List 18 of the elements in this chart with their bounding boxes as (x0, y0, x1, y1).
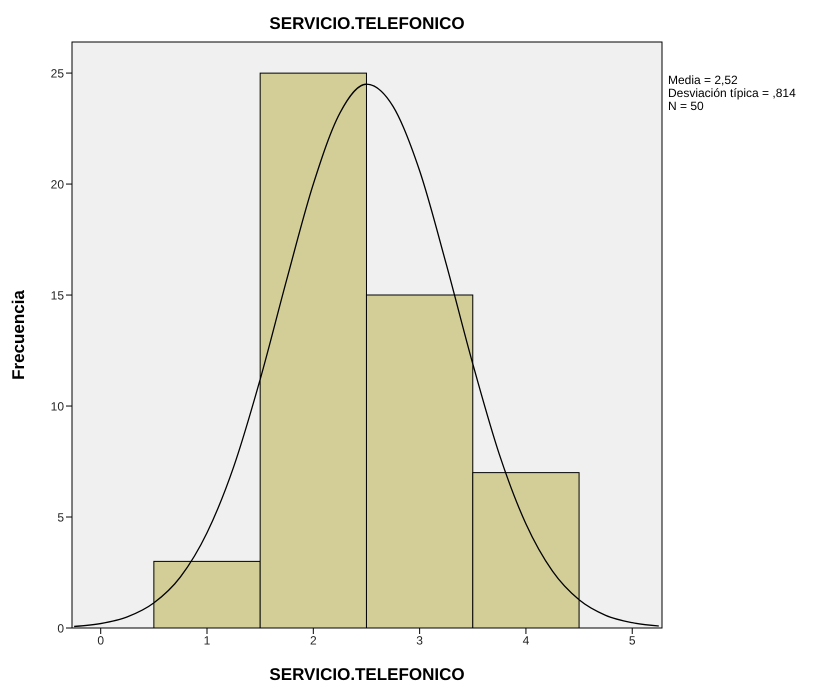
text: N = 50 (668, 99, 705, 113)
y-tick-label: 20 (50, 177, 64, 192)
text: Media = 2,52 (668, 73, 739, 87)
text: Desviación típica = ,814 (668, 86, 796, 100)
x-tick-label: 4 (522, 634, 530, 648)
x-axis-title: SERVICIO.TELEFONICO (269, 665, 465, 684)
y-tick-label: 0 (57, 621, 64, 636)
x-tick-label: 5 (628, 634, 636, 648)
chart-title: SERVICIO.TELEFONICO (268, 14, 466, 34)
y-tick-label: 25 (50, 66, 64, 80)
x-tick-label: 2 (310, 634, 317, 648)
y-tick-label: 10 (50, 399, 64, 414)
x-tick-label: 3 (416, 634, 424, 648)
x-tick-label: 1 (204, 634, 211, 648)
y-tick-label: 5 (57, 510, 64, 524)
x-tick-label: 0 (97, 634, 104, 648)
y-axis-title: Frecuencia (9, 290, 28, 380)
y-tick-label: 15 (50, 288, 64, 302)
